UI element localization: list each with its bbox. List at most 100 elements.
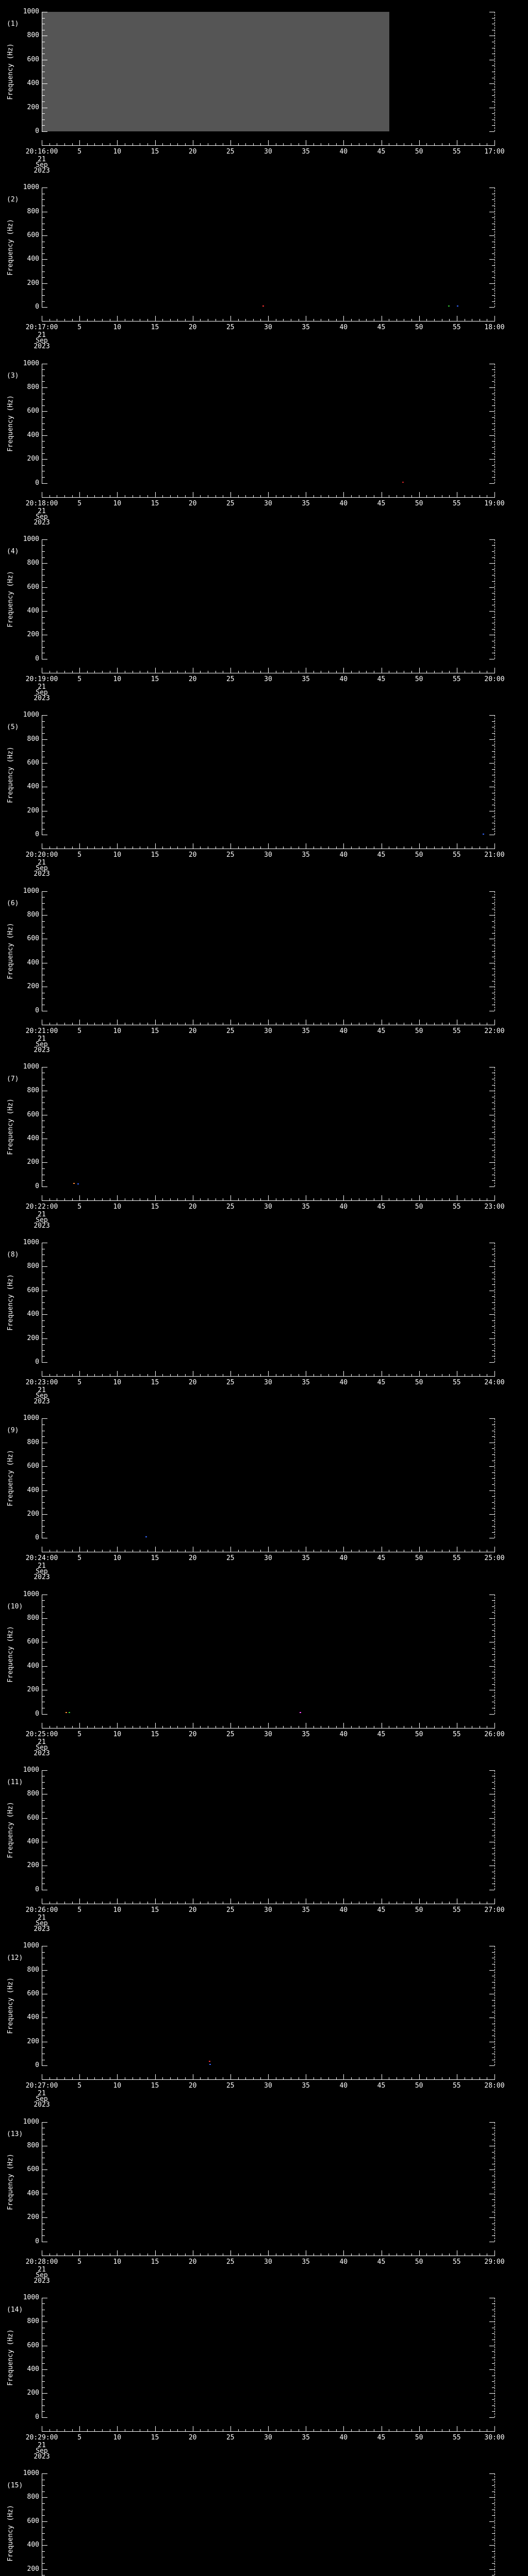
y-tick-right: [492, 951, 494, 952]
x-minor-tick: [162, 1725, 163, 1728]
y-tick-label: 1000: [23, 1414, 39, 1422]
end-time-label: 30:00: [484, 2433, 505, 2442]
y-axis-title: Frequency (Hz): [7, 2153, 14, 2210]
x-tick-label: 25: [226, 499, 235, 507]
y-tick-label: 400: [27, 1310, 39, 1318]
y-tick: [42, 551, 45, 552]
x-tick-label: 50: [415, 1027, 423, 1035]
y-tick: [42, 1696, 45, 1697]
x-minor-tick: [245, 495, 246, 497]
x-major-tick: [343, 316, 344, 321]
y-tick-right: [492, 1356, 494, 1357]
y-tick-right: [492, 1332, 494, 1333]
y-tick-label: 800: [27, 1438, 39, 1446]
y-tick-right: [492, 301, 494, 302]
date-label: 2023: [34, 1925, 50, 1933]
start-time-label: 20:21:00: [25, 1027, 58, 1035]
x-minor-tick: [94, 1550, 95, 1552]
x-tick-label: 55: [452, 1027, 461, 1035]
y-tick-right: [492, 647, 494, 648]
x-minor-tick: [351, 2253, 352, 2256]
x-minor-tick: [351, 2429, 352, 2431]
date-label: Sep: [36, 2447, 48, 2455]
y-tick-label: 400: [27, 958, 39, 967]
start-time-label: 20:20:00: [25, 851, 58, 859]
y-tick: [42, 1684, 45, 1685]
y-tick-right: [489, 739, 494, 740]
x-minor-tick: [449, 1374, 450, 1377]
x-minor-tick: [411, 1198, 412, 1200]
x-major-tick: [419, 1898, 420, 1904]
x-minor-tick: [434, 2429, 435, 2431]
y-tick-right: [489, 283, 494, 284]
y-tick: [42, 1454, 45, 1455]
x-tick-label: 30: [264, 1027, 272, 1035]
x-tick-label: 35: [302, 2258, 310, 2266]
y-tick-label: 1000: [23, 1942, 39, 1950]
x-minor-tick: [328, 2077, 329, 2080]
y-tick-right: [492, 2539, 494, 2540]
y-tick: [42, 781, 45, 782]
x-minor-tick: [253, 1901, 254, 1904]
x-minor-tick: [366, 1374, 367, 1377]
y-tick: [42, 1788, 45, 1789]
x-minor-tick: [336, 1198, 337, 1200]
x-minor-tick: [87, 1374, 88, 1377]
x-tick-label: 50: [415, 499, 423, 507]
y-tick-right: [492, 1532, 494, 1533]
x-minor-tick: [260, 846, 261, 849]
x-tick-label: 55: [452, 1730, 461, 1738]
y-tick-right: [492, 629, 494, 630]
y-tick-right: [489, 1970, 494, 1971]
spectrogram-panel: 0 200 400 600 800 1000 5 10 15 20 25 30 35 40 45 50 55 20…: [0, 2110, 528, 2286]
y-tick: [42, 307, 47, 308]
x-minor-tick: [170, 2429, 171, 2431]
x-tick-label: 5: [77, 2082, 82, 2090]
x-tick-label: 40: [339, 2258, 348, 2266]
x-tick-label: 50: [415, 1730, 423, 1738]
x-major-tick: [268, 843, 269, 849]
x-major-tick: [494, 1547, 495, 1552]
start-time-label: 20:22:00: [25, 1202, 58, 1211]
start-time-label: 20:17:00: [25, 324, 58, 332]
y-tick-right: [492, 2351, 494, 2352]
x-tick-label: 25: [226, 148, 235, 156]
x-minor-tick: [64, 1374, 65, 1377]
y-tick-right: [492, 265, 494, 266]
x-minor-tick: [426, 1022, 427, 1025]
x-tick-label: 25: [226, 1730, 235, 1738]
x-minor-tick: [336, 143, 337, 145]
x-minor-tick: [147, 670, 148, 673]
x-minor-tick: [411, 1901, 412, 1904]
date-label: 2023: [34, 518, 50, 527]
x-tick-label: 15: [151, 1027, 159, 1035]
y-tick-label: 800: [27, 1790, 39, 1798]
x-tick-label: 15: [151, 851, 159, 859]
y-tick: [42, 2569, 47, 2570]
y-tick-label: 800: [27, 735, 39, 743]
y-tick-right: [492, 289, 494, 290]
y-tick-right: [492, 1788, 494, 1789]
y-tick: [42, 1636, 45, 1637]
y-tick: [42, 1526, 45, 1527]
x-minor-tick: [351, 495, 352, 497]
x-major-tick: [79, 492, 80, 497]
x-minor-tick: [434, 1198, 435, 1200]
y-tick: [42, 2229, 45, 2230]
y-tick-right: [492, 1648, 494, 1649]
x-major-tick: [419, 2426, 420, 2431]
x-minor-tick: [200, 2429, 201, 2431]
y-tick-label: 0: [35, 831, 39, 839]
x-tick-label: 15: [151, 2258, 159, 2266]
x-major-tick: [494, 1722, 495, 1728]
x-tick-label: 45: [377, 2433, 386, 2442]
y-tick: [42, 1606, 45, 1607]
y-axis-title: Frequency (Hz): [7, 1977, 14, 2034]
x-minor-tick: [200, 1374, 201, 1377]
y-tick-right: [492, 2151, 494, 2153]
y-tick: [42, 2515, 45, 2516]
x-tick-label: 5: [77, 499, 82, 507]
detection-dot: [73, 1183, 75, 1184]
panel-index-label: (1): [7, 20, 19, 28]
y-tick-right: [489, 1514, 494, 1515]
